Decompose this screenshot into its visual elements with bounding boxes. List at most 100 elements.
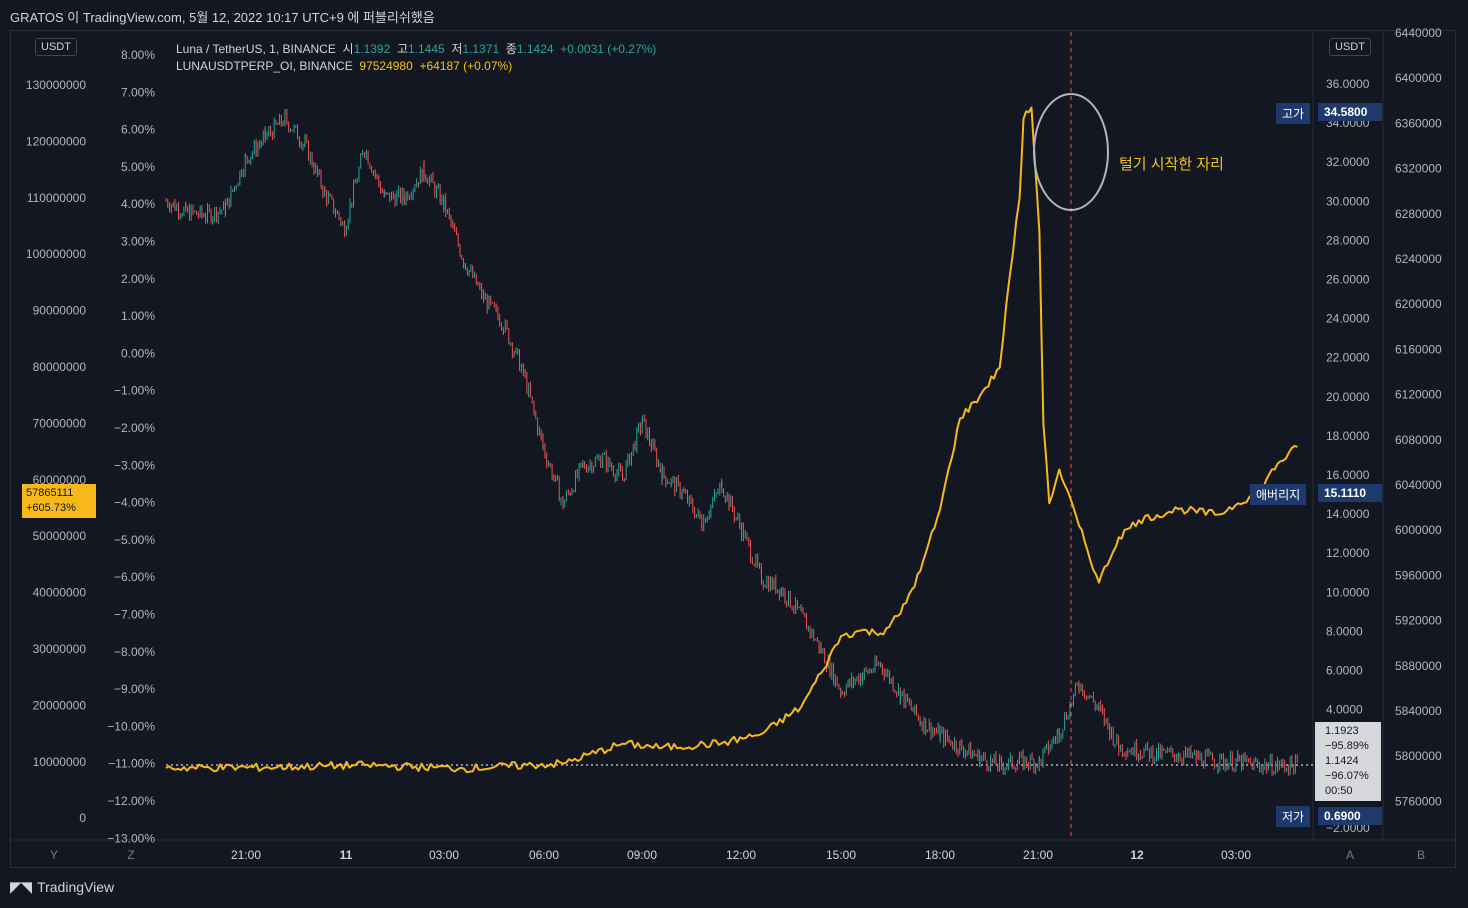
high-tag-value: 34.5800 [1318, 103, 1382, 121]
last-price-1-pct: −95.89% [1325, 740, 1369, 752]
z-scale-button[interactable]: Z [127, 848, 134, 862]
oi-left-tick: 100000000 [26, 247, 86, 261]
pct-tick: −2.00% [114, 421, 155, 435]
price-tick: 6.0000 [1326, 664, 1363, 678]
oi-right-tick: 6080000 [1395, 433, 1442, 447]
y-scale-button[interactable]: Y [50, 848, 58, 862]
annotation-circle [1033, 93, 1109, 211]
chart-frame[interactable] [10, 30, 1456, 868]
oi-right-tick: 5840000 [1395, 704, 1442, 718]
pct-tick: −5.00% [114, 533, 155, 547]
last-price-2-pct: −96.07% [1325, 770, 1369, 782]
pct-tick: 7.00% [121, 85, 155, 99]
pct-tick: −8.00% [114, 645, 155, 659]
price-tick: 30.0000 [1326, 194, 1370, 208]
auto-scale-button[interactable]: A [1346, 848, 1354, 862]
oi-right-tick: 6280000 [1395, 207, 1442, 221]
oi-right-tick: 6400000 [1395, 71, 1442, 85]
pct-tick: 3.00% [121, 235, 155, 249]
oi-right-tick: 5800000 [1395, 749, 1442, 763]
annotation-text: 털기 시작한 자리 [1119, 156, 1224, 173]
oi-left-tick: 120000000 [26, 134, 86, 148]
oi-left-tick: 50000000 [33, 529, 87, 543]
oi-last-value-tag: 57865111 +605.73% [22, 484, 96, 518]
oi-right-tick: 5880000 [1395, 659, 1442, 673]
avg-tag-value: 15.1110 [1318, 484, 1382, 502]
avg-tag-label: 애버리지 [1250, 484, 1307, 505]
price-tick: 8.0000 [1326, 624, 1363, 638]
time-tick: 21:00 [231, 848, 261, 862]
pct-tick: 5.00% [121, 160, 155, 174]
close-value: 1.1424 [516, 42, 554, 56]
oi-right-tick: 6120000 [1395, 388, 1442, 402]
price-tick: 24.0000 [1326, 312, 1370, 326]
price-tick: 12.0000 [1326, 546, 1370, 560]
oi-right-tick: 6320000 [1395, 162, 1442, 176]
pct-tick: 6.00% [121, 123, 155, 137]
oi-left-tick: 20000000 [33, 698, 87, 712]
low-tag-value: 0.6900 [1318, 807, 1382, 825]
b-scale-button[interactable]: B [1417, 848, 1425, 862]
left-currency-button[interactable]: USDT [35, 38, 77, 56]
brand-label: TradingView [37, 879, 115, 895]
oi-last-value: 57865111 [26, 487, 74, 499]
publish-header: GRATOS 이 TradingView.com, 5월 12, 2022 10… [10, 10, 435, 25]
oi-left-tick: 70000000 [33, 416, 87, 430]
symbol-legend[interactable]: Luna / TetherUS, 1, BINANCE 시1.1392 고1.1… [176, 40, 656, 57]
oi-right-tick: 6160000 [1395, 342, 1442, 356]
oi-value: 97524980 [359, 59, 413, 73]
price-tick: 32.0000 [1326, 155, 1370, 169]
time-tick: 06:00 [529, 848, 559, 862]
oi-legend[interactable]: LUNAUSDTPERP_OI, BINANCE 97524980 +64187… [176, 59, 512, 73]
pct-tick: −12.00% [107, 794, 155, 808]
high-tag-label: 고가 [1276, 103, 1311, 124]
high-value: 1.1445 [408, 42, 445, 56]
oi-right-tick: 6200000 [1395, 297, 1442, 311]
price-tick: 10.0000 [1326, 585, 1370, 599]
pct-tick: −9.00% [114, 682, 155, 696]
time-tick: 12:00 [726, 848, 756, 862]
close-label: 종 [505, 42, 517, 56]
price-tick: 28.0000 [1326, 233, 1370, 247]
pct-tick: 4.00% [121, 197, 155, 211]
time-tick: 21:00 [1023, 848, 1053, 862]
open-label: 시 [342, 42, 354, 56]
last-price-1: 1.1923 [1325, 725, 1359, 737]
price-tick: 14.0000 [1326, 507, 1370, 521]
oi-right-tick: 5760000 [1395, 794, 1442, 808]
pct-tick: −1.00% [114, 384, 155, 398]
oi-right-tick: 6440000 [1395, 26, 1442, 40]
oi-left-tick: 30000000 [33, 642, 87, 656]
oi-right-tick: 6240000 [1395, 252, 1442, 266]
symbol-name: Luna / TetherUS, 1, BINANCE [176, 42, 336, 56]
oi-left-tick: 0 [79, 811, 86, 825]
oi-left-tick: 110000000 [27, 191, 87, 205]
price-tick: 16.0000 [1326, 468, 1370, 482]
time-tick: 09:00 [627, 848, 657, 862]
last-price-tag: 1.1923 −95.89% 1.1424 −96.07% 00:50 [1315, 722, 1381, 801]
pct-tick: −11.00% [108, 757, 155, 771]
tradingview-brand[interactable]: ◤◥ TradingView [10, 878, 114, 896]
oi-change: +64187 (+0.07%) [419, 59, 513, 73]
price-tick: 18.0000 [1326, 429, 1370, 443]
pct-tick: −6.00% [114, 570, 155, 584]
price-tick: 20.0000 [1326, 390, 1370, 404]
pct-tick: 0.00% [121, 346, 155, 360]
pct-tick: −10.00% [107, 719, 155, 733]
pct-tick: 1.00% [121, 309, 155, 323]
oi-last-pct: +605.73% [26, 502, 76, 514]
bar-countdown: 00:50 [1325, 785, 1353, 797]
pct-tick: −7.00% [114, 608, 155, 622]
oi-left-tick: 60000000 [33, 473, 87, 487]
oi-left-tick: 40000000 [33, 586, 87, 600]
time-tick: 03:00 [1221, 848, 1251, 862]
tradingview-logo-icon: ◤◥ [10, 879, 32, 896]
oi-left-tick: 90000000 [33, 304, 87, 318]
pct-tick: 8.00% [121, 48, 155, 62]
oi-right-tick: 6000000 [1395, 523, 1442, 537]
high-label: 고 [396, 42, 408, 56]
oi-left-tick: 10000000 [33, 755, 87, 769]
right-currency-button[interactable]: USDT [1329, 38, 1371, 56]
time-tick: 12 [1130, 848, 1144, 862]
